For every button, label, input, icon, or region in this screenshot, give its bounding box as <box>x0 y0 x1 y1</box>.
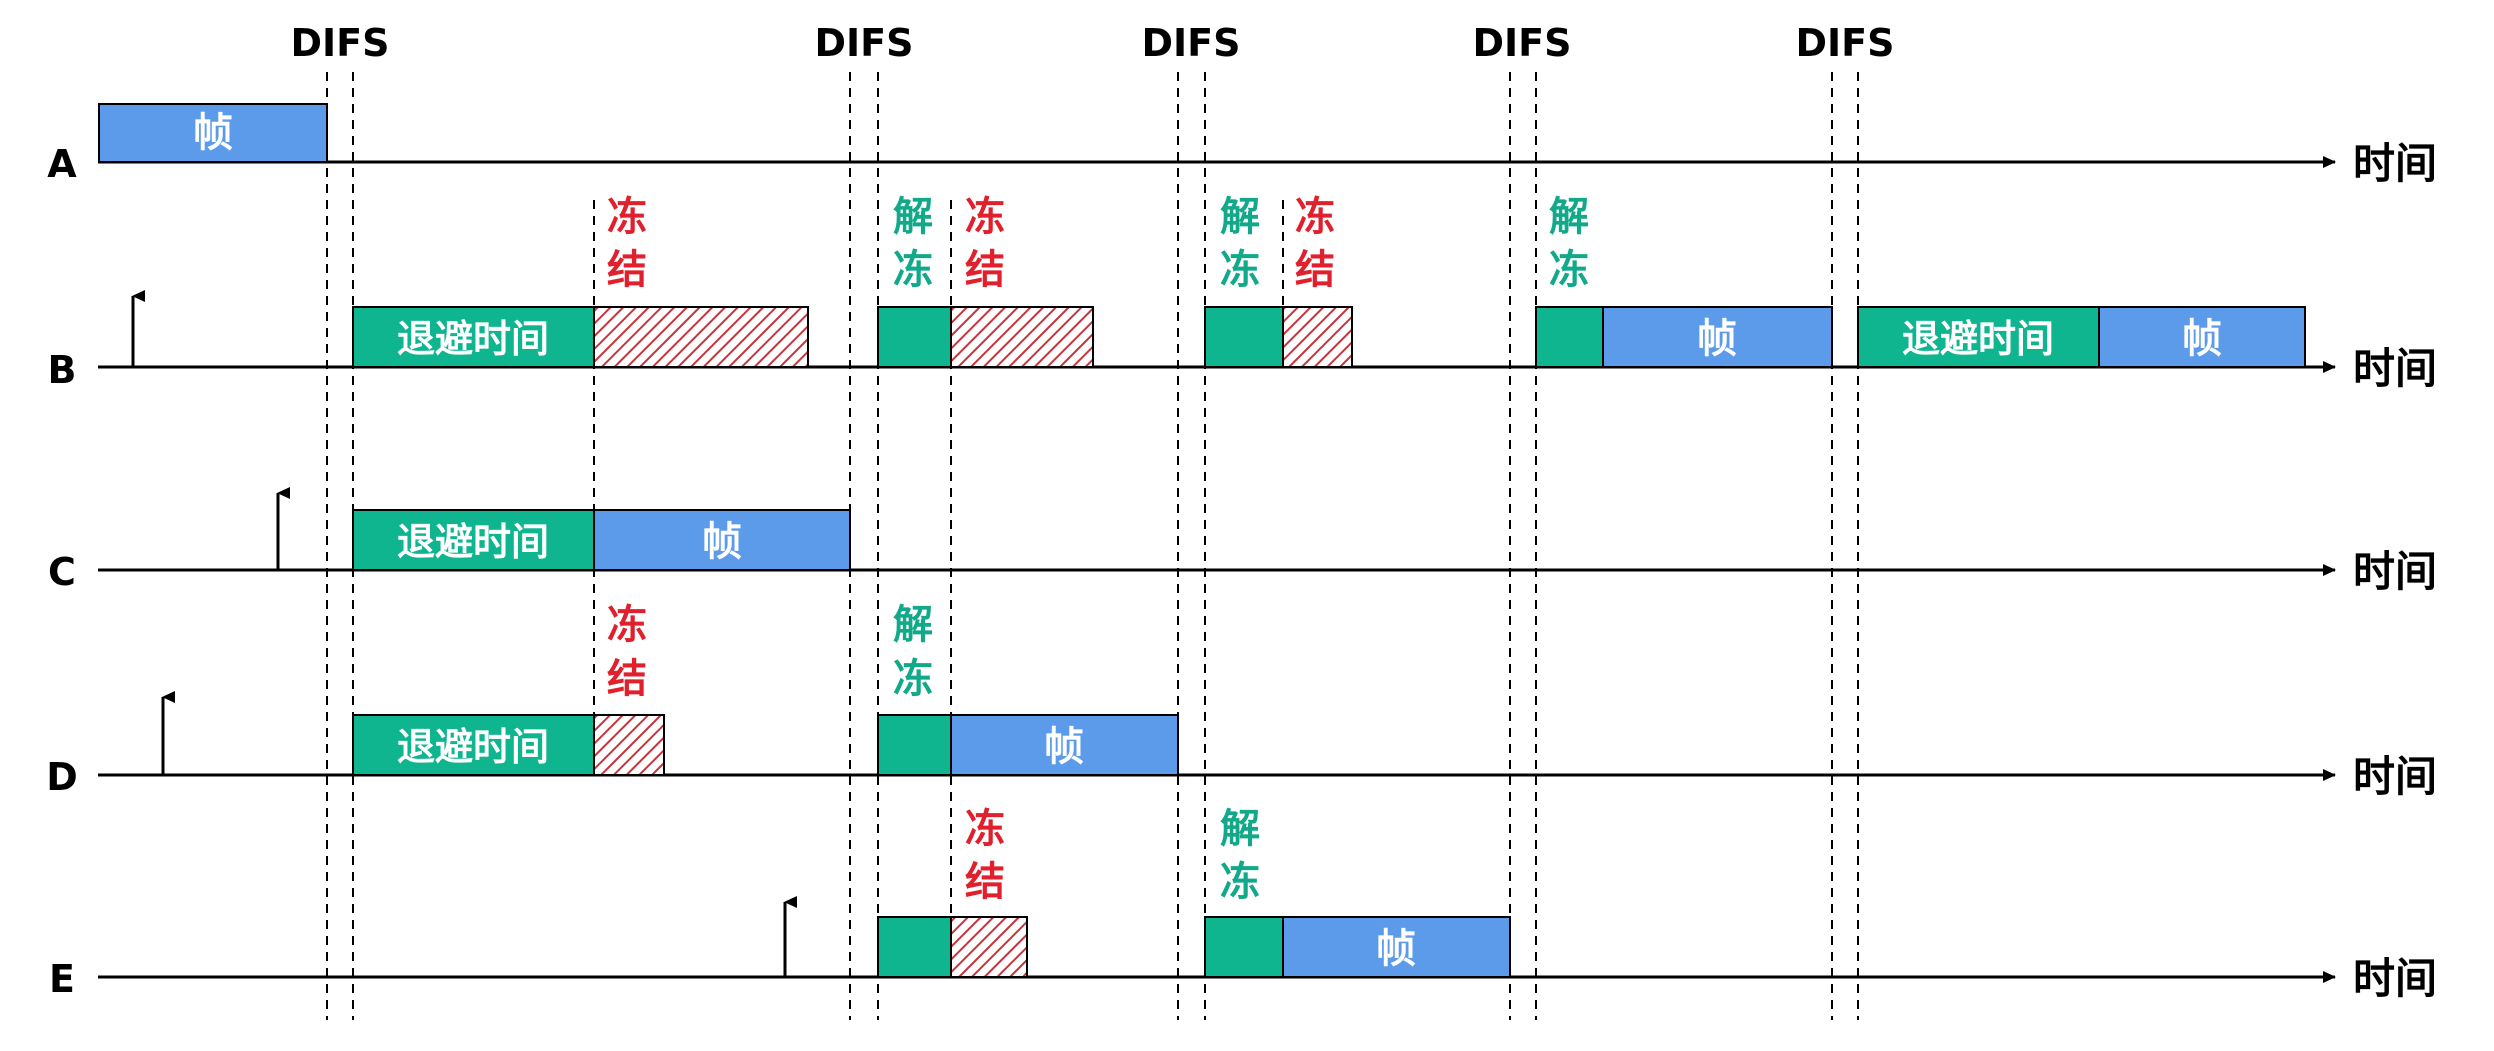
frame-block <box>593 509 851 571</box>
station-A-timeline: A 时间 帧 <box>47 103 2437 188</box>
unfreeze-label-top: 解 <box>893 194 933 240</box>
backoff-label: 退避时间 <box>397 520 549 564</box>
time-label: 时间 <box>2353 139 2437 188</box>
frame-block <box>1282 916 1511 978</box>
freeze-label-bottom: 结 <box>965 859 1005 905</box>
unfreeze-label-bottom: 冻 <box>1220 859 1260 905</box>
difs-label-5: DIFS <box>1795 21 1894 65</box>
frame-label: 帧 <box>2182 316 2222 362</box>
frame-label: 帧 <box>702 519 742 565</box>
difs-label-4: DIFS <box>1472 21 1571 65</box>
frame-label: 帧 <box>193 110 233 156</box>
frame-block <box>1602 306 1833 368</box>
station-E-timeline: E 时间 冻 结 解 冻 帧 <box>49 806 2437 1003</box>
frozen-block <box>593 306 809 368</box>
station-C-timeline: C 时间 退避时间 帧 <box>48 487 2437 596</box>
frame-label: 帧 <box>1376 926 1416 972</box>
unfreeze-label-bottom: 冻 <box>1549 247 1589 293</box>
station-label: E <box>49 957 75 1001</box>
difs-label-1: DIFS <box>290 21 389 65</box>
freeze-label-bottom: 结 <box>1295 247 1335 293</box>
difs-label-3: DIFS <box>1141 21 1240 65</box>
station-label: D <box>46 755 78 799</box>
backoff-label: 退避时间 <box>397 317 549 361</box>
difs-label-2: DIFS <box>814 21 913 65</box>
freeze-label-top: 冻 <box>607 194 647 240</box>
backoff-block <box>1857 306 2100 368</box>
unfreeze-label-top: 解 <box>1549 194 1589 240</box>
freeze-label-top: 冻 <box>1295 194 1335 240</box>
backoff-label: 退避时间 <box>397 725 549 769</box>
frame-block <box>2098 306 2306 368</box>
freeze-label-top: 冻 <box>607 602 647 648</box>
backoff-block <box>352 714 595 776</box>
frozen-block <box>1282 306 1353 368</box>
time-label: 时间 <box>2353 547 2437 596</box>
backoff-block <box>352 306 595 368</box>
resumed-backoff-block <box>1204 306 1284 368</box>
time-label: 时间 <box>2353 752 2437 801</box>
frame-label: 帧 <box>1697 316 1737 362</box>
station-D-timeline: D 时间 退避时间 冻 结 解 冻 帧 <box>46 602 2437 801</box>
freeze-label-bottom: 结 <box>607 656 647 702</box>
unfreeze-label-top: 解 <box>1220 806 1260 852</box>
frozen-block <box>950 916 1028 978</box>
frozen-block <box>593 714 665 776</box>
time-label: 时间 <box>2353 954 2437 1003</box>
unfreeze-label-bottom: 冻 <box>893 656 933 702</box>
station-label: B <box>48 348 77 392</box>
frame-label: 帧 <box>1044 724 1084 770</box>
difs-boundaries <box>326 72 1859 1020</box>
freeze-label-bottom: 结 <box>607 247 647 293</box>
time-label: 时间 <box>2353 344 2437 393</box>
station-label: A <box>47 142 77 186</box>
resumed-backoff-block <box>877 306 952 368</box>
freeze-label-bottom: 结 <box>965 247 1005 293</box>
resumed-backoff-block <box>877 714 952 776</box>
backoff-label: 退避时间 <box>1902 317 2054 361</box>
resumed-backoff-block <box>1535 306 1604 368</box>
frame-block <box>98 103 328 163</box>
frame-block <box>950 714 1179 776</box>
freeze-label-top: 冻 <box>965 806 1005 852</box>
resumed-backoff-block <box>877 916 952 978</box>
freeze-label-top: 冻 <box>965 194 1005 240</box>
unfreeze-label-top: 解 <box>1220 194 1260 240</box>
frozen-block <box>950 306 1094 368</box>
station-label: C <box>48 550 76 594</box>
unfreeze-label-bottom: 冻 <box>893 247 933 293</box>
resumed-backoff-block <box>1204 916 1284 978</box>
unfreeze-label-bottom: 冻 <box>1220 247 1260 293</box>
unfreeze-label-top: 解 <box>893 602 933 648</box>
station-B-timeline: B 时间 退避时间 冻 结 解 冻 冻 结 解 冻 冻 结 解 冻 帧 退避时间… <box>48 194 2437 393</box>
